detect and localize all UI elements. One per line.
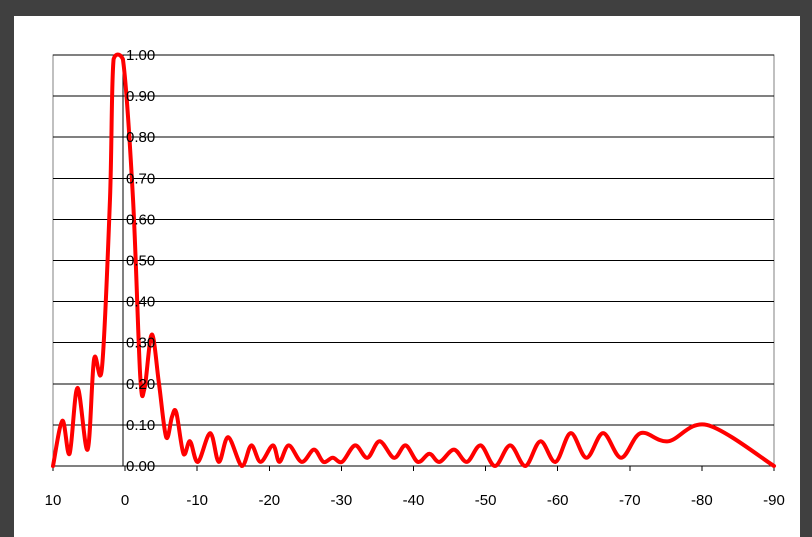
y-tick-label: 0.10 xyxy=(126,417,155,434)
y-tick-label: 0.40 xyxy=(126,294,155,311)
x-tick-label: -90 xyxy=(763,492,785,509)
y-tick-label: 0.70 xyxy=(126,170,155,187)
x-tick-label: -10 xyxy=(186,492,208,509)
x-tick-label: -50 xyxy=(475,492,497,509)
y-tick-label: 0.30 xyxy=(126,335,155,352)
y-tick-label: 0.60 xyxy=(126,211,155,228)
y-tick-label: 0.90 xyxy=(126,88,155,105)
x-tick-label: -40 xyxy=(403,492,425,509)
x-tick-label: -80 xyxy=(691,492,713,509)
y-tick-label: 0.00 xyxy=(126,458,155,475)
x-tick-label: -20 xyxy=(258,492,280,509)
y-tick-label: 0.50 xyxy=(126,253,155,270)
x-tick-label: -60 xyxy=(547,492,569,509)
x-tick-label: 0 xyxy=(121,492,129,509)
series-line xyxy=(51,52,776,468)
y-tick-labels: 0.00 0.10 0.20 0.30 0.40 0.50 0.60 0.70 0.80 0.90… xyxy=(126,47,155,475)
y-tick-label: 0.20 xyxy=(126,376,155,393)
y-tick-label: 1.00 xyxy=(126,47,155,64)
x-tick-labels: 10 0 -10 -20 -30 -40 -50 -60 -70 -80 -90 xyxy=(45,492,785,509)
x-axis xyxy=(52,465,775,471)
y-tick-label: 0.80 xyxy=(126,129,155,146)
x-tick-label: -30 xyxy=(331,492,353,509)
x-tick-label: 10 xyxy=(45,492,62,509)
x-tick-label: -70 xyxy=(619,492,641,509)
